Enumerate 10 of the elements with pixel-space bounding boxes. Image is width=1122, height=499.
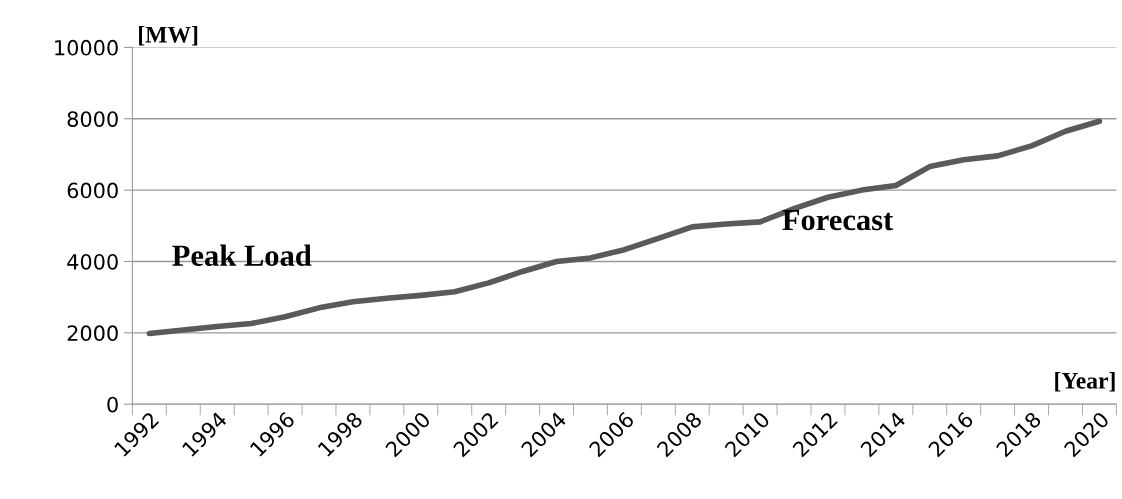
annotation: Peak Load: [172, 244, 312, 266]
y-tick-label: 8000: [67, 111, 118, 127]
y-tick-label: 4000: [67, 253, 118, 270]
y-tick-label: 10000: [55, 39, 118, 56]
y-tick-label: 2000: [67, 325, 118, 342]
x-axis-title: [Year]: [1055, 372, 1115, 392]
y-axis-title: [MW]: [139, 25, 198, 46]
annotation: Forecast: [782, 209, 894, 231]
y-tick-label: 0: [107, 396, 118, 413]
y-tick-label: 6000: [67, 182, 118, 199]
